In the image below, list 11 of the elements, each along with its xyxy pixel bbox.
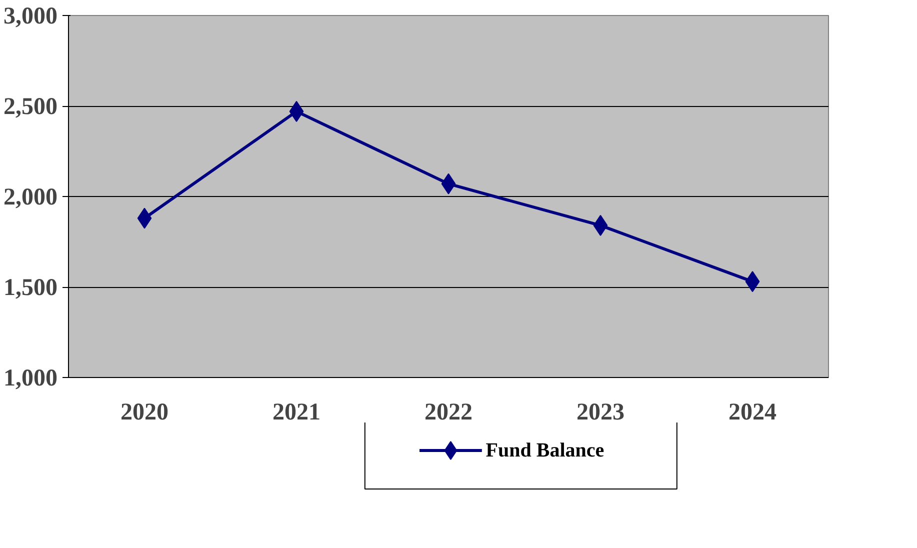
y-tick-label: 2,500 bbox=[4, 94, 58, 120]
legend-label: Fund Balance bbox=[486, 440, 604, 462]
y-tick-label: 1,500 bbox=[4, 275, 58, 301]
y-tick-label: 3,000 bbox=[4, 4, 58, 30]
y-tick-label: 1,000 bbox=[4, 366, 58, 392]
x-tick-label: 2022 bbox=[424, 400, 472, 426]
y-tick-label: 2,000 bbox=[4, 184, 58, 210]
x-tick-label: 2021 bbox=[272, 400, 320, 426]
x-tick-label: 2020 bbox=[120, 400, 168, 426]
x-tick-label: 2023 bbox=[576, 400, 624, 426]
x-tick-label: 2024 bbox=[728, 400, 776, 426]
